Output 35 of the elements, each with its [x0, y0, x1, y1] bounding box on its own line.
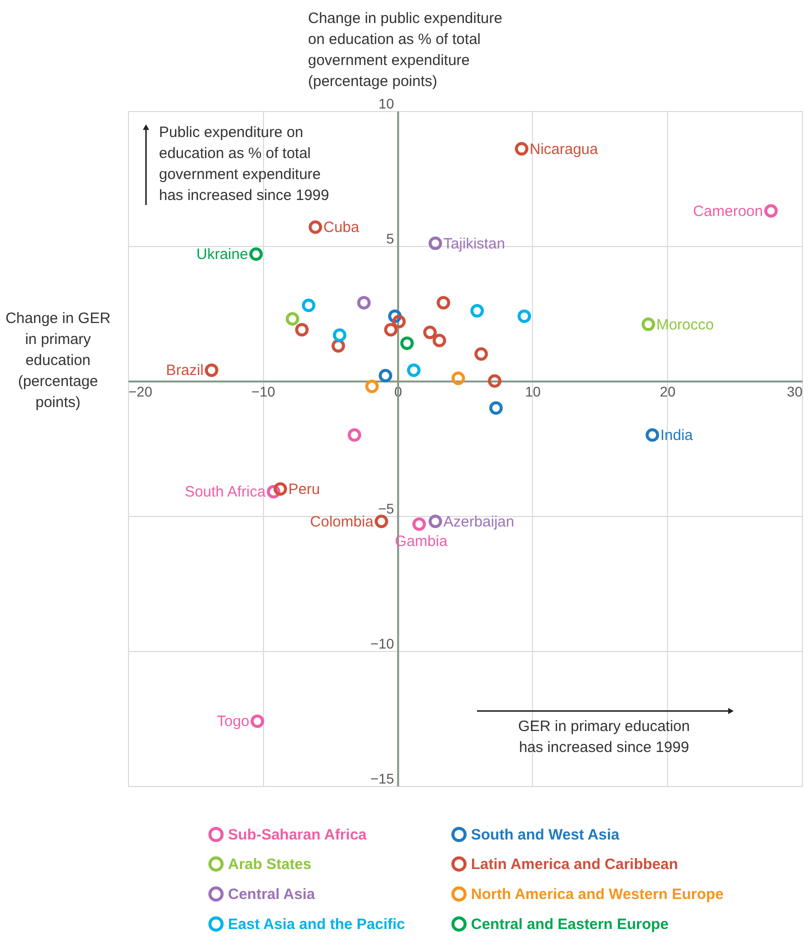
legend-label: East Asia and the Pacific: [228, 916, 406, 933]
y-tick-label: 10: [378, 96, 394, 112]
annotation: Colombia: [310, 513, 374, 530]
annotation: Togo: [216, 713, 250, 730]
annotation: India: [660, 427, 694, 444]
annotation: GER in primary education has increased since 1999: [518, 718, 690, 756]
annotation: South Africa: [184, 484, 266, 501]
annotation: Public expenditure on education as % of total government expenditure has increased since 1999: [159, 124, 330, 204]
legend-label: South and West Asia: [471, 826, 620, 844]
annotation: Azerbaijan: [443, 513, 514, 530]
annotation: Peru: [288, 481, 320, 498]
annotation: Tajikistan: [443, 235, 506, 252]
x-tick-label: 20: [660, 384, 676, 400]
annotation: Morocco: [656, 316, 714, 334]
x-tick-label: 30: [786, 384, 803, 400]
x-tick-label: −20: [128, 384, 152, 400]
x-tick-label: 10: [525, 384, 541, 400]
legend-label: Arab States: [228, 856, 312, 873]
legend-label: Sub-Saharan Africa: [228, 826, 368, 844]
legend-label: Central Asia: [228, 886, 316, 903]
y-tick-label: 5: [386, 230, 394, 246]
legend-label: Central and Eastern Europe: [471, 916, 669, 933]
y-tick-label: −15: [370, 770, 394, 786]
legend-label: North America and Western Europe: [471, 886, 724, 903]
annotation: Cameroon: [692, 202, 763, 220]
y-tick-label: −5: [378, 500, 394, 516]
y-tick-label: −10: [370, 636, 394, 652]
x-axis-title: Change in GER in primary education (percentage points): [5, 310, 111, 411]
annotation: Nicaragua: [530, 140, 599, 158]
annotation: Cuba: [323, 219, 360, 236]
annotation: Ukraine: [196, 246, 248, 264]
legend-label: Latin America and Caribbean: [471, 856, 678, 873]
x-tick-label: −10: [251, 384, 276, 400]
y-axis-title: Change in public expenditure on education as % of total government expenditure (percentage points): [308, 10, 502, 90]
annotation: Brazil: [166, 362, 204, 380]
